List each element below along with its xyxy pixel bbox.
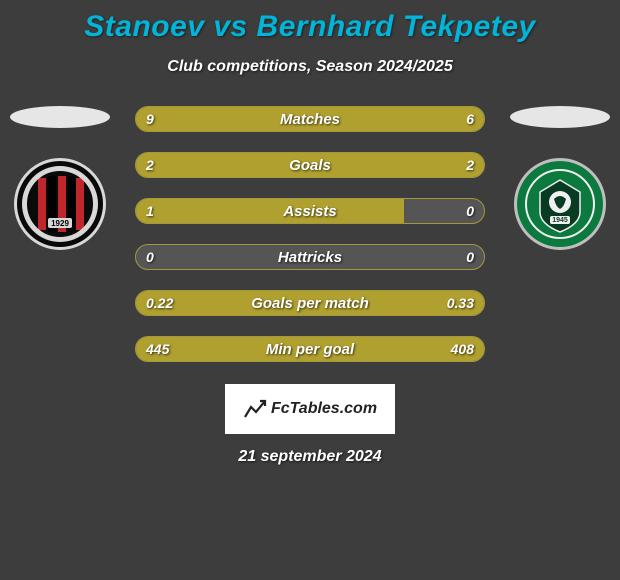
footer-date: 21 september 2024 bbox=[0, 448, 620, 466]
stat-bar: 10Assists bbox=[135, 198, 485, 224]
player-silhouette-left bbox=[10, 106, 110, 128]
stat-value-left: 445 bbox=[146, 337, 169, 361]
chart-icon bbox=[243, 397, 267, 421]
shield-icon: 1945 bbox=[518, 162, 602, 246]
footer-logo-text: FcTables.com bbox=[271, 400, 377, 418]
content-row: 1929 96Matches22Goals10Assists00Hattrick… bbox=[0, 106, 620, 362]
stat-value-left: 0 bbox=[146, 245, 154, 269]
stat-value-right: 2 bbox=[466, 153, 474, 177]
team-badge-left: 1929 bbox=[14, 158, 106, 250]
stat-value-left: 2 bbox=[146, 153, 154, 177]
stats-bars: 96Matches22Goals10Assists00Hattricks0.22… bbox=[135, 106, 485, 362]
stat-fill-left bbox=[136, 107, 345, 131]
stat-value-right: 0 bbox=[466, 199, 474, 223]
stat-value-right: 408 bbox=[451, 337, 474, 361]
stat-bar: 445408Min per goal bbox=[135, 336, 485, 362]
stat-value-right: 0.33 bbox=[447, 291, 474, 315]
team-badge-right: 1945 bbox=[514, 158, 606, 250]
player-silhouette-right bbox=[510, 106, 610, 128]
shield-icon: 1929 bbox=[18, 162, 102, 246]
page-title: Stanoev vs Bernhard Tekpetey bbox=[0, 0, 620, 44]
stat-value-right: 0 bbox=[466, 245, 474, 269]
comparison-infographic: Stanoev vs Bernhard Tekpetey Club compet… bbox=[0, 0, 620, 580]
stat-fill-left bbox=[136, 199, 404, 223]
stat-bar: 96Matches bbox=[135, 106, 485, 132]
stat-bar: 0 0Hattricks bbox=[135, 244, 485, 270]
stat-value-right: 6 bbox=[466, 107, 474, 131]
subtitle: Club competitions, Season 2024/2025 bbox=[0, 58, 620, 76]
right-side: 1945 bbox=[500, 106, 620, 250]
stat-fill-left bbox=[136, 153, 310, 177]
stat-fill-right bbox=[345, 107, 484, 131]
stat-bar: 0.220.33Goals per match bbox=[135, 290, 485, 316]
badge-left-year: 1929 bbox=[51, 219, 69, 228]
badge-right-year: 1945 bbox=[552, 217, 568, 224]
stat-value-left: 9 bbox=[146, 107, 154, 131]
stat-value-left: 1 bbox=[146, 199, 154, 223]
stat-fill-right bbox=[310, 153, 484, 177]
left-side: 1929 bbox=[0, 106, 120, 250]
stat-value-left: 0.22 bbox=[146, 291, 173, 315]
stat-bar: 22Goals bbox=[135, 152, 485, 178]
stat-label: Hattricks bbox=[136, 245, 484, 269]
footer-logo: FcTables.com bbox=[225, 384, 395, 434]
